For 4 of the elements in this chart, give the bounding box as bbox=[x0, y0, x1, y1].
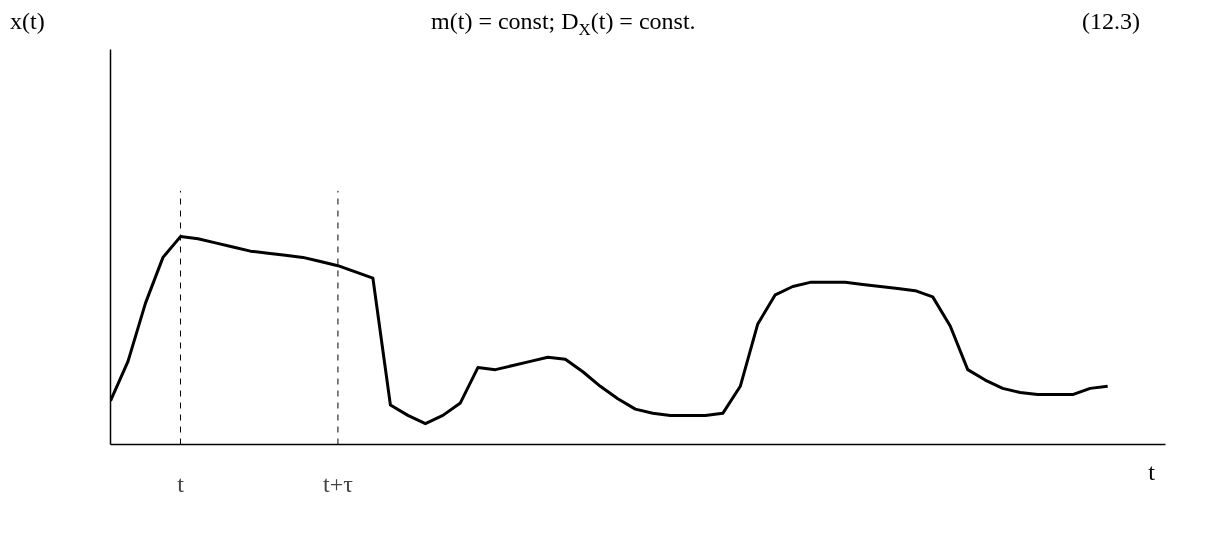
text: x(t) bbox=[10, 7, 45, 36]
chart-title: m(t) = const; D$_{X}$(t) = const. bbox=[431, 7, 696, 41]
x-tick-label: t+τ bbox=[323, 470, 354, 497]
text: (12.3) bbox=[1082, 7, 1140, 36]
